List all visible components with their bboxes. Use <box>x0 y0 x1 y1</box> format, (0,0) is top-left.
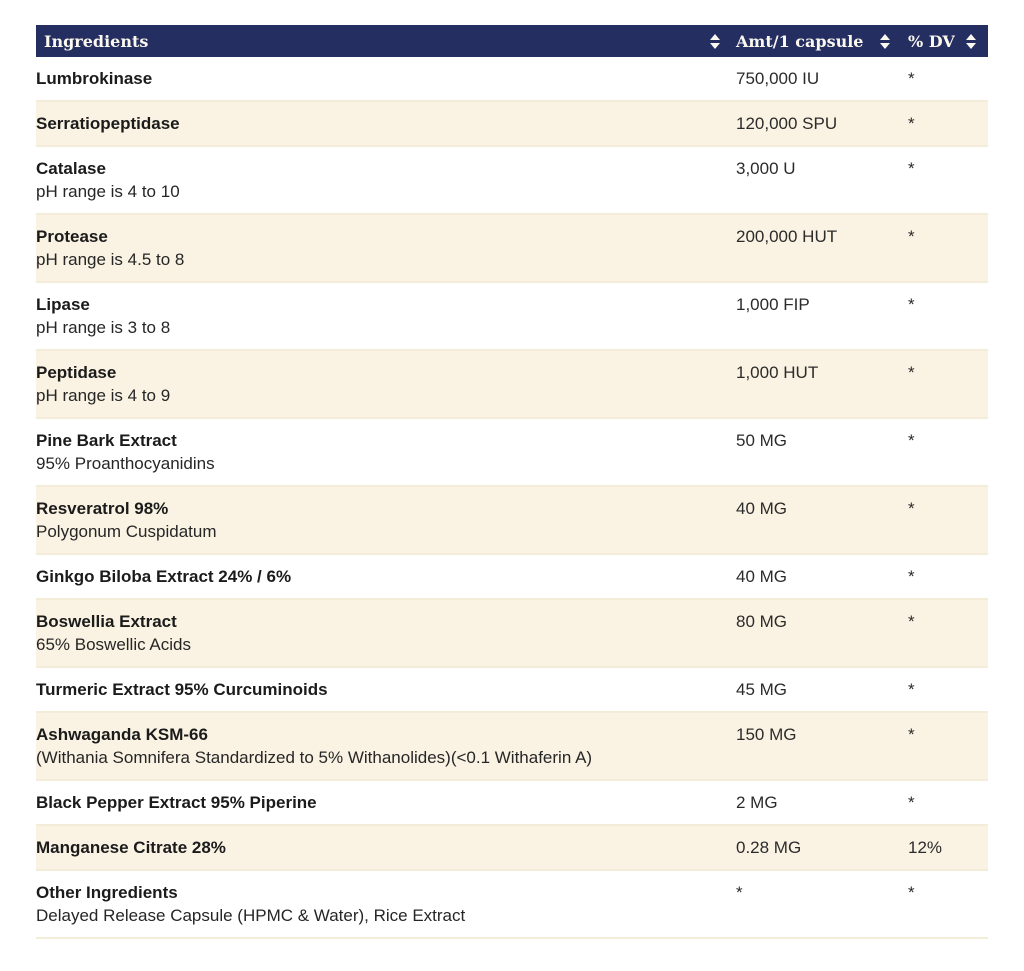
amount-cell: 80 MG <box>736 612 788 631</box>
ingredient-name: Peptidase <box>36 363 117 382</box>
table-row: Peptidase pH range is 4 to 9 1,000 HUT * <box>36 351 988 419</box>
table-row: Resveratrol 98% Polygonum Cuspidatum 40 … <box>36 487 988 555</box>
ingredient-cell: Lumbrokinase <box>36 67 736 90</box>
table-row: Catalase pH range is 4 to 10 3,000 U * <box>36 147 988 215</box>
ingredient-cell: Other Ingredients Delayed Release Capsul… <box>36 881 736 927</box>
amount-cell: 50 MG <box>736 431 788 450</box>
ingredient-subtitle: Polygonum Cuspidatum <box>36 522 217 541</box>
ingredient-cell: Black Pepper Extract 95% Piperine <box>36 791 736 814</box>
ingredient-name: Serratiopeptidase <box>36 114 180 133</box>
table-row: Ginkgo Biloba Extract 24% / 6% 40 MG * <box>36 555 988 600</box>
amount-cell: 1,000 HUT <box>736 363 819 382</box>
dv-cell: * <box>908 499 915 518</box>
dv-cell: * <box>908 227 915 246</box>
ingredient-subtitle: Delayed Release Capsule (HPMC & Water), … <box>36 906 466 925</box>
ingredient-subtitle: pH range is 3 to 8 <box>36 318 171 337</box>
dv-cell: * <box>908 612 915 631</box>
table-header-row: Ingredients Amt/1 capsule % DV <box>36 25 988 57</box>
dv-cell: * <box>908 431 915 450</box>
ingredient-name: Boswellia Extract <box>36 612 177 631</box>
ingredient-name: Pine Bark Extract <box>36 431 177 450</box>
ingredient-name: Lipase <box>36 295 90 314</box>
ingredients-table: Ingredients Amt/1 capsule % DV Lumbrokin… <box>36 25 988 939</box>
table-row: Protease pH range is 4.5 to 8 200,000 HU… <box>36 215 988 283</box>
ingredient-name: Catalase <box>36 159 106 178</box>
amount-cell: 0.28 MG <box>736 838 802 857</box>
dv-cell: * <box>908 159 915 178</box>
dv-cell: * <box>908 69 915 88</box>
dv-cell: * <box>908 363 915 382</box>
ingredient-subtitle: pH range is 4 to 9 <box>36 386 171 405</box>
table-row: Lipase pH range is 3 to 8 1,000 FIP * <box>36 283 988 351</box>
sort-icon[interactable] <box>966 33 976 49</box>
ingredient-cell: Turmeric Extract 95% Curcuminoids <box>36 678 736 701</box>
column-header-dv-label: % DV <box>908 31 955 51</box>
ingredient-cell: Boswellia Extract 65% Boswellic Acids <box>36 610 736 656</box>
ingredient-cell: Manganese Citrate 28% <box>36 836 736 859</box>
column-header-dv[interactable]: % DV <box>904 32 988 51</box>
table-body: Lumbrokinase 750,000 IU * Serratiopeptid… <box>36 57 988 939</box>
table-row: Ashwaganda KSM-66 (Withania Somnifera St… <box>36 713 988 781</box>
table-row: Serratiopeptidase 120,000 SPU * <box>36 102 988 147</box>
amount-cell: 3,000 U <box>736 159 796 178</box>
amount-cell: * <box>736 883 743 902</box>
ingredient-subtitle: 95% Proanthocyanidins <box>36 454 215 473</box>
ingredient-cell: Ashwaganda KSM-66 (Withania Somnifera St… <box>36 723 736 769</box>
column-header-ingredients-label: Ingredients <box>44 31 149 51</box>
ingredient-name: Protease <box>36 227 108 246</box>
ingredient-cell: Peptidase pH range is 4 to 9 <box>36 361 736 407</box>
table-row: Pine Bark Extract 95% Proanthocyanidins … <box>36 419 988 487</box>
dv-cell: * <box>908 793 915 812</box>
ingredient-name: Manganese Citrate 28% <box>36 838 226 857</box>
ingredient-subtitle: 65% Boswellic Acids <box>36 635 191 654</box>
ingredient-name: Ashwaganda KSM-66 <box>36 725 208 744</box>
table-row: Turmeric Extract 95% Curcuminoids 45 MG … <box>36 668 988 713</box>
table-row: Lumbrokinase 750,000 IU * <box>36 57 988 102</box>
ingredient-name: Lumbrokinase <box>36 69 153 88</box>
amount-cell: 150 MG <box>736 725 797 744</box>
amount-cell: 45 MG <box>736 680 788 699</box>
table-row: Manganese Citrate 28% 0.28 MG 12% <box>36 826 988 871</box>
dv-cell: * <box>908 680 915 699</box>
sort-icon[interactable] <box>710 33 720 49</box>
ingredient-cell: Serratiopeptidase <box>36 112 736 135</box>
ingredient-cell: Resveratrol 98% Polygonum Cuspidatum <box>36 497 736 543</box>
ingredient-name: Resveratrol 98% <box>36 499 169 518</box>
ingredient-subtitle: pH range is 4.5 to 8 <box>36 250 185 269</box>
column-header-amount[interactable]: Amt/1 capsule <box>736 32 904 51</box>
dv-cell: * <box>908 883 915 902</box>
amount-cell: 200,000 HUT <box>736 227 838 246</box>
ingredient-cell: Pine Bark Extract 95% Proanthocyanidins <box>36 429 736 475</box>
amount-cell: 120,000 SPU <box>736 114 838 133</box>
dv-cell: * <box>908 725 915 744</box>
table-row: Black Pepper Extract 95% Piperine 2 MG * <box>36 781 988 826</box>
dv-cell: * <box>908 295 915 314</box>
dv-cell: * <box>908 567 915 586</box>
dv-cell: 12% <box>908 838 943 857</box>
amount-cell: 40 MG <box>736 567 788 586</box>
table-row: Other Ingredients Delayed Release Capsul… <box>36 871 988 939</box>
column-header-ingredients[interactable]: Ingredients <box>36 32 736 51</box>
amount-cell: 750,000 IU <box>736 69 820 88</box>
column-header-amount-label: Amt/1 capsule <box>736 31 864 51</box>
ingredient-name: Turmeric Extract 95% Curcuminoids <box>36 680 328 699</box>
ingredient-name: Black Pepper Extract 95% Piperine <box>36 793 317 812</box>
ingredient-cell: Lipase pH range is 3 to 8 <box>36 293 736 339</box>
ingredient-subtitle: (Withania Somnifera Standardized to 5% W… <box>36 748 593 767</box>
sort-icon[interactable] <box>880 33 890 49</box>
table-row: Boswellia Extract 65% Boswellic Acids 80… <box>36 600 988 668</box>
ingredient-subtitle: pH range is 4 to 10 <box>36 182 180 201</box>
ingredient-cell: Ginkgo Biloba Extract 24% / 6% <box>36 565 736 588</box>
amount-cell: 1,000 FIP <box>736 295 810 314</box>
amount-cell: 40 MG <box>736 499 788 518</box>
dv-cell: * <box>908 114 915 133</box>
ingredient-cell: Protease pH range is 4.5 to 8 <box>36 225 736 271</box>
amount-cell: 2 MG <box>736 793 778 812</box>
ingredient-cell: Catalase pH range is 4 to 10 <box>36 157 736 203</box>
ingredient-name: Ginkgo Biloba Extract 24% / 6% <box>36 567 292 586</box>
ingredient-name: Other Ingredients <box>36 883 178 902</box>
